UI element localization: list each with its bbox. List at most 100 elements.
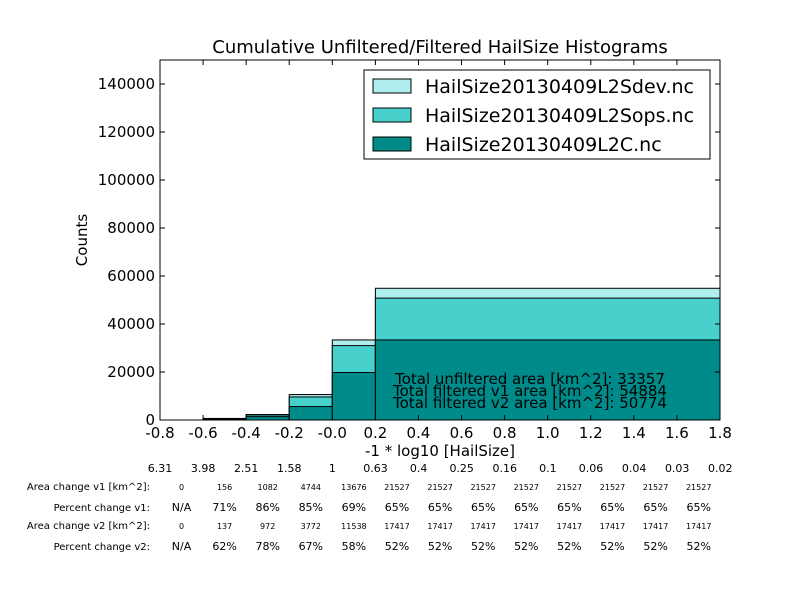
- table-cell: 3772: [301, 522, 321, 531]
- table-cell: 17417: [470, 522, 495, 531]
- y-tick-label: 40000: [107, 315, 155, 333]
- table-cell: 17417: [643, 522, 668, 531]
- table-cell: 156: [217, 483, 232, 492]
- table-cell: 1082: [258, 483, 278, 492]
- y-axis-label: Counts: [73, 214, 91, 267]
- legend-label-1: HailSize20130409L2Sops.nc: [425, 105, 694, 127]
- table-cell: 21527: [557, 483, 582, 492]
- size-value: 0.25: [449, 462, 474, 475]
- size-value: 0.16: [493, 462, 518, 475]
- table-cell: 85%: [299, 501, 323, 514]
- table-cell: 17417: [557, 522, 582, 531]
- x-tick-label: 1.4: [622, 424, 646, 442]
- table-cell: 52%: [557, 540, 581, 553]
- y-tick-label: 100000: [98, 171, 155, 189]
- table-cell: 69%: [342, 501, 366, 514]
- table-cell: 65%: [428, 501, 452, 514]
- legend-label-2: HailSize20130409L2C.nc: [425, 134, 662, 156]
- table-cell: 21527: [514, 483, 539, 492]
- table-cell: 65%: [471, 501, 495, 514]
- annotation-2: Total filtered v2 area [km^2]: 50774: [392, 394, 667, 412]
- bar-2-2: [245, 416, 290, 421]
- plot-frame: [159, 59, 721, 421]
- table-cell: 11538: [341, 522, 366, 531]
- size-value: 1: [329, 462, 336, 475]
- x-tick-label: 1.0: [536, 424, 560, 442]
- table-cell: 52%: [600, 540, 624, 553]
- bars-layer: [202, 287, 721, 421]
- bar-2-5: [374, 339, 721, 421]
- area-change-table: 6.31 3.98 2.51 1.58 1 0.63 0.4 0.25 0.16 0.1 0.06 0…: [27, 462, 733, 553]
- x-tick-label: 1.8: [708, 424, 732, 442]
- size-value: 0.06: [579, 462, 604, 475]
- table-cell: 78%: [255, 540, 279, 553]
- annotation-1: Total filtered v1 area [km^2]: 54884: [392, 382, 667, 400]
- table-cell: 65%: [600, 501, 624, 514]
- table-cell: 0: [179, 522, 184, 531]
- ticks-layer: -0.8 -0.6 -0.4 -0.2 -0.0 0.2 0.4 0.6 0.8 1.0 1.2 1.…: [98, 60, 732, 442]
- annotation-0: Total unfiltered area [km^2]: 33357: [394, 370, 665, 388]
- x-axis-label: -1 * log10 [HailSize]: [365, 442, 515, 460]
- legend-swatch-0: [372, 78, 412, 94]
- table-cell: 17417: [427, 522, 452, 531]
- size-value: 1.58: [277, 462, 302, 475]
- size-value: 0.02: [708, 462, 733, 475]
- y-tick-label: 20000: [107, 363, 155, 381]
- legend-swatch-2: [372, 136, 412, 152]
- table-cell: 17417: [686, 522, 711, 531]
- table-cell: 52%: [428, 540, 452, 553]
- table-cell: 137: [217, 522, 232, 531]
- table-row-label: Area change v2 [km^2]:: [27, 521, 150, 532]
- x-tick-label: 0.8: [493, 424, 517, 442]
- x-tick-label: -0.6: [188, 424, 217, 442]
- table-cell: 65%: [643, 501, 667, 514]
- table-cell: 52%: [514, 540, 538, 553]
- table-cell: 65%: [385, 501, 409, 514]
- table-cell: 65%: [557, 501, 581, 514]
- table-cell: 17417: [514, 522, 539, 531]
- y-tick-label: 60000: [107, 267, 155, 285]
- table-cell: 65%: [514, 501, 538, 514]
- table-cell: 972: [260, 522, 275, 531]
- x-tick-label: -0.8: [145, 424, 174, 442]
- legend-box: [363, 69, 711, 160]
- table-row-label: Percent change v2:: [54, 542, 150, 553]
- y-tick-label: 80000: [107, 219, 155, 237]
- table-cell: 4744: [301, 483, 321, 492]
- size-value: 0.63: [363, 462, 388, 475]
- table-cell: 71%: [212, 501, 236, 514]
- y-tick-label: 140000: [98, 75, 155, 93]
- table-cell: 58%: [342, 540, 366, 553]
- table-cell: N/A: [172, 501, 192, 514]
- table-cell: 52%: [385, 540, 409, 553]
- table-cell: 86%: [255, 501, 279, 514]
- x-tick-label: 1.6: [665, 424, 689, 442]
- x-tick-label: 1.2: [579, 424, 603, 442]
- table-cell: 21527: [427, 483, 452, 492]
- table-cell: 17417: [384, 522, 409, 531]
- table-cell: 0: [179, 483, 184, 492]
- table-cell: 13676: [341, 483, 366, 492]
- table-row-label: Percent change v1:: [54, 503, 150, 514]
- x-tick-label: -0.4: [232, 424, 261, 442]
- size-value: 2.51: [234, 462, 259, 475]
- x-tick-label: -0.0: [318, 424, 347, 442]
- y-tick-label: 0: [145, 411, 155, 429]
- table-cell: 52%: [471, 540, 495, 553]
- table-cell: 52%: [686, 540, 710, 553]
- size-value: 0.04: [622, 462, 647, 475]
- table-cell: 65%: [686, 501, 710, 514]
- table-cell: 67%: [299, 540, 323, 553]
- bar-2-4: [331, 371, 376, 421]
- table-cell: 21527: [643, 483, 668, 492]
- bar-2-3: [288, 406, 333, 421]
- y-tick-label: 120000: [98, 123, 155, 141]
- table-cell: 21527: [470, 483, 495, 492]
- table-cell: 21527: [600, 483, 625, 492]
- x-tick-label: 0.6: [450, 424, 474, 442]
- size-value: 0.1: [539, 462, 557, 475]
- table-cell: 62%: [212, 540, 236, 553]
- table-row-label: Area change v1 [km^2]:: [27, 482, 150, 493]
- legend-swatch-1: [372, 107, 412, 123]
